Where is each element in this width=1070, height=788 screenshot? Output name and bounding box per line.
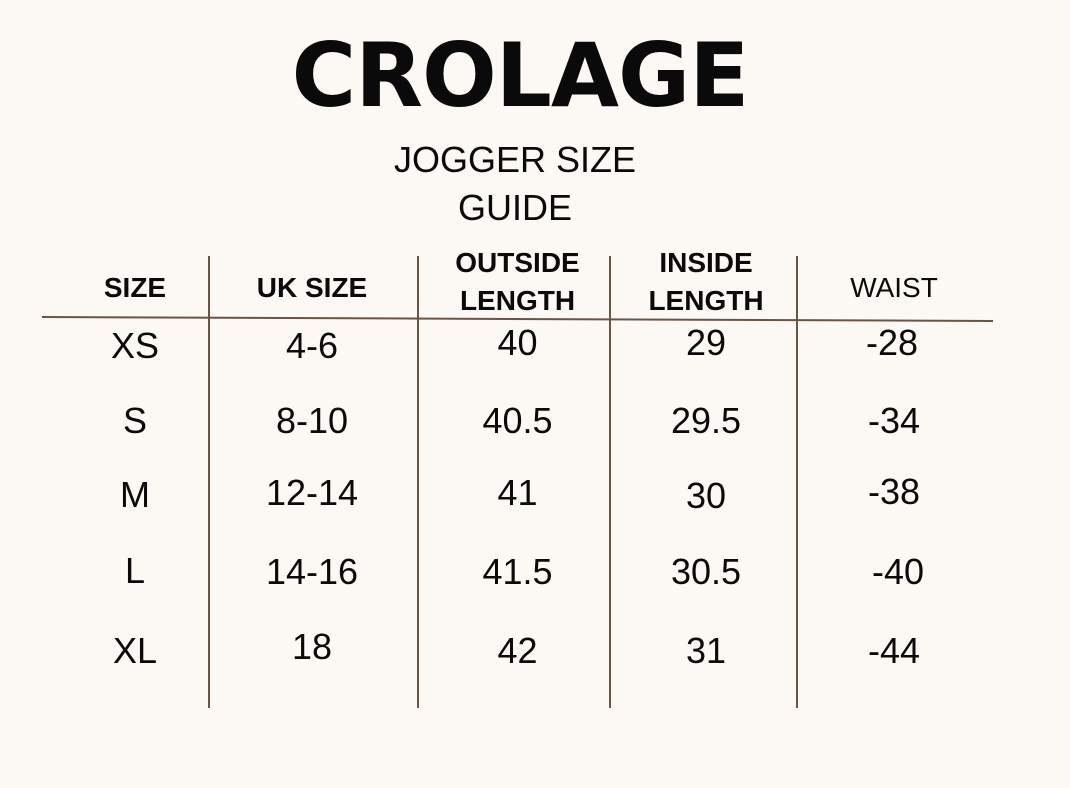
row-m-uk: 12-14: [265, 472, 359, 513]
row-s-inside: 29.5: [670, 400, 742, 441]
header-waist: WAIST: [850, 272, 938, 303]
row-m-inside: 30: [685, 475, 727, 516]
header-outside-line-1: OUTSIDE: [455, 247, 580, 278]
header-outside-length: OUTSIDE LENGTH: [425, 244, 610, 320]
row-l-size: L: [124, 550, 146, 591]
column-divider-1: [208, 256, 210, 708]
row-xl-inside: 31: [685, 630, 727, 671]
row-xs-inside: 29: [685, 322, 727, 363]
row-xs-outside: 40: [497, 322, 538, 363]
row-s-size: S: [122, 400, 147, 441]
row-m-outside: 41: [497, 472, 538, 513]
header-uk-size: UK SIZE: [256, 272, 368, 303]
row-xs-size: XS: [110, 325, 160, 366]
row-xs-uk: 4-6: [285, 325, 339, 366]
column-divider-4: [796, 256, 798, 708]
header-outside-line-2: LENGTH: [459, 285, 576, 316]
row-s-waist: -34: [867, 400, 921, 441]
header-inside-line-1: INSIDE: [659, 247, 753, 278]
row-l-waist: -40: [871, 551, 925, 592]
row-s-outside: 40.5: [482, 400, 553, 441]
brand-title: CROLAGE: [291, 24, 750, 127]
row-m-size: M: [120, 474, 150, 515]
row-xs-waist: -28: [865, 322, 919, 363]
row-xl-size: XL: [112, 630, 158, 671]
column-divider-3: [609, 256, 611, 708]
row-l-uk: 14-16: [265, 551, 359, 592]
page-subtitle: JOGGER SIZE GUIDE: [365, 136, 665, 232]
header-inside-line-2: LENGTH: [648, 285, 764, 316]
row-xl-waist: -44: [867, 630, 921, 671]
subtitle-line-1: JOGGER SIZE: [393, 139, 637, 180]
row-s-uk: 8-10: [275, 400, 349, 441]
row-l-inside: 30.5: [670, 551, 742, 592]
subtitle-line-2: GUIDE: [457, 187, 572, 228]
header-size: SIZE: [103, 272, 167, 303]
row-m-waist: -38: [867, 471, 921, 512]
row-xl-uk: 18: [291, 626, 333, 667]
column-divider-2: [417, 256, 419, 708]
row-l-outside: 41.5: [482, 551, 553, 592]
header-inside-length: INSIDE LENGTH: [616, 244, 796, 320]
row-xl-outside: 42: [497, 630, 538, 671]
